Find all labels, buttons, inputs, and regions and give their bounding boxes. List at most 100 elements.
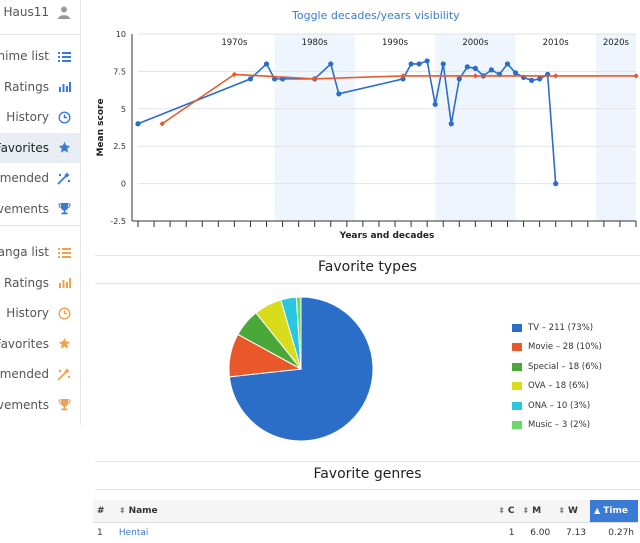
decade-band xyxy=(275,34,355,221)
data-point-years xyxy=(408,61,413,66)
column-header-label: M xyxy=(532,506,541,516)
types-title: Favorite types xyxy=(95,259,640,275)
clock-icon xyxy=(56,305,72,321)
legend-label: TV – 211 (73%) xyxy=(528,323,593,333)
sort-icon: ⬍ xyxy=(119,506,126,515)
section-divider xyxy=(95,255,640,256)
bar-chart-icon xyxy=(56,275,72,291)
data-point-years xyxy=(264,61,269,66)
y-tick-label: 2.5 xyxy=(113,142,126,151)
column-header-time[interactable]: ▲Time xyxy=(590,500,638,523)
user-icon xyxy=(56,4,72,20)
data-point-years xyxy=(336,91,341,96)
sidebar-item-anime-achievements[interactable]: Achievements xyxy=(0,194,80,224)
legend-swatch xyxy=(512,382,522,390)
section-divider xyxy=(95,283,640,284)
list-icon xyxy=(56,48,72,64)
series-line-decades xyxy=(162,74,636,123)
section-divider xyxy=(95,461,640,462)
sidebar-item-label: Anime list xyxy=(0,49,49,63)
list-icon xyxy=(56,244,72,260)
decade-label: 1990s xyxy=(382,38,409,48)
column-header-label: C xyxy=(508,506,515,516)
sort-icon: ⬍ xyxy=(498,506,505,515)
sort-asc-icon: ▲ xyxy=(594,506,600,515)
data-point-years xyxy=(513,70,518,75)
username: Haus11 xyxy=(3,5,49,19)
sidebar-item-anime-anime-list[interactable]: Anime list xyxy=(0,41,80,71)
decade-label: 1970s xyxy=(221,38,248,48)
sidebar-item-anime-recommended[interactable]: Recommended xyxy=(0,163,80,193)
legend-item-tv[interactable]: TV – 211 (73%) xyxy=(512,318,602,338)
legend-label: Music – 3 (2%) xyxy=(528,420,590,430)
sidebar-item-label: Achievements xyxy=(0,202,49,216)
star-icon xyxy=(56,336,72,352)
sort-icon: ⬍ xyxy=(558,506,565,515)
y-tick-label: 0 xyxy=(121,180,126,189)
column-header-label: Time xyxy=(603,506,628,516)
data-point-years xyxy=(553,181,558,186)
sidebar: Haus11 Anime listRatingsHistoryFavorites… xyxy=(0,0,81,425)
decade-band xyxy=(435,34,515,221)
legend-label: ONA – 10 (3%) xyxy=(528,401,590,411)
sidebar-item-manga-ratings[interactable]: Ratings xyxy=(0,268,80,298)
cell-w: 7.13 xyxy=(554,523,590,543)
sidebar-item-anime-history[interactable]: History xyxy=(0,102,80,132)
legend-swatch xyxy=(512,324,522,332)
column-header-m[interactable]: ⬍M xyxy=(518,500,554,523)
sidebar-item-label: History xyxy=(6,110,49,124)
legend-item-special[interactable]: Special – 18 (6%) xyxy=(512,357,602,377)
data-point-years xyxy=(328,61,333,66)
legend-item-movie[interactable]: Movie – 28 (10%) xyxy=(512,338,602,358)
y-tick-label: 10 xyxy=(116,30,126,39)
types-pie-chart xyxy=(221,289,381,449)
sidebar-divider xyxy=(0,225,80,226)
genre-link[interactable]: Hentai xyxy=(119,528,149,538)
legend-item-ova[interactable]: OVA – 18 (6%) xyxy=(512,377,602,397)
trophy-icon xyxy=(56,201,72,217)
trophy-icon xyxy=(56,397,72,413)
cell-rank: 1 xyxy=(93,523,115,543)
decade-label: 2020s xyxy=(603,38,630,48)
data-point-years xyxy=(489,67,494,72)
sidebar-divider xyxy=(0,34,80,35)
sidebar-item-label: Achievements xyxy=(0,398,49,412)
section-divider xyxy=(95,489,640,490)
legend-swatch xyxy=(512,402,522,410)
cell-c: 1 xyxy=(494,523,518,543)
clock-icon xyxy=(56,109,72,125)
sidebar-item-manga-manga-list[interactable]: Manga list xyxy=(0,237,80,267)
legend-item-ona[interactable]: ONA – 10 (3%) xyxy=(512,396,602,416)
column-header-c[interactable]: ⬍C xyxy=(494,500,518,523)
y-tick-label: 5 xyxy=(121,105,126,114)
user-profile-link[interactable]: Haus11 xyxy=(0,0,80,27)
sidebar-item-label: Recommended xyxy=(0,367,49,381)
data-point-years xyxy=(457,76,462,81)
data-point-years xyxy=(441,61,446,66)
genres-title: Favorite genres xyxy=(95,466,640,482)
sidebar-item-label: Ratings xyxy=(4,80,49,94)
data-point-years xyxy=(433,102,438,107)
sidebar-item-manga-achievements[interactable]: Achievements xyxy=(0,390,80,420)
sidebar-item-anime-favorites[interactable]: Favorites xyxy=(0,133,80,163)
data-point-years xyxy=(505,61,510,66)
legend-item-music[interactable]: Music – 3 (2%) xyxy=(512,416,602,436)
data-point-years xyxy=(417,61,422,66)
sidebar-item-manga-recommended[interactable]: Recommended xyxy=(0,359,80,389)
sidebar-item-label: Favorites xyxy=(0,141,49,155)
sidebar-item-anime-ratings[interactable]: Ratings xyxy=(0,72,80,102)
column-header-name[interactable]: ⬍Name xyxy=(115,500,494,523)
cell-m: 6.00 xyxy=(518,523,554,543)
legend-label: Movie – 28 (10%) xyxy=(528,342,602,352)
toggle-decades-link[interactable]: Toggle decades/years visibility xyxy=(292,9,460,22)
data-point-years xyxy=(465,64,470,69)
decade-band xyxy=(596,34,636,221)
sidebar-item-label: Ratings xyxy=(4,276,49,290)
sidebar-item-manga-history[interactable]: History xyxy=(0,298,80,328)
y-tick-label: -2.5 xyxy=(110,217,126,226)
column-header-w[interactable]: ⬍W xyxy=(554,500,590,523)
bar-chart-icon xyxy=(56,79,72,95)
sidebar-item-manga-favorites[interactable]: Favorites xyxy=(0,329,80,359)
